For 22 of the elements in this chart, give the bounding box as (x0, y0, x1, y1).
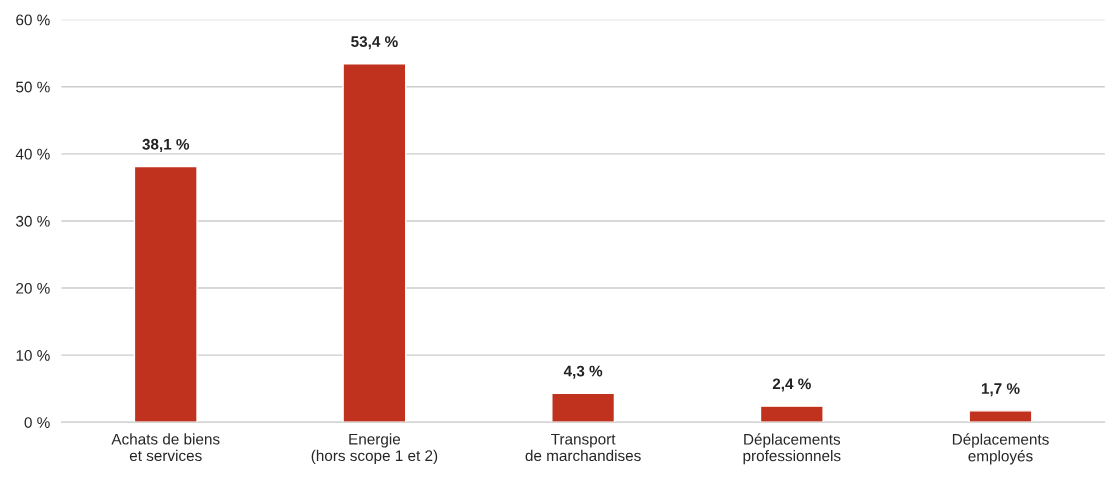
bar (759, 405, 824, 423)
bar (551, 392, 616, 423)
y-tick-label: 40 % (15, 148, 50, 160)
data-label: 53,4 % (351, 36, 398, 50)
x-tick-label: Achats de biens et services (111, 433, 220, 462)
y-tick-label: 50 % (16, 81, 50, 93)
x-tick-label: Transport de marchandises (525, 433, 641, 462)
data-label: 4,3 % (563, 365, 603, 379)
y-tick-label: 0 % (24, 417, 50, 428)
x-tick-label: Déplacements professionnels (743, 433, 841, 465)
bar (968, 410, 1033, 423)
y-tick-label: 30 % (16, 215, 50, 227)
bar (133, 165, 198, 423)
x-tick-label: Déplacements employés (952, 433, 1049, 465)
y-tick-label: 20 % (16, 282, 50, 294)
data-label: 2,4 % (772, 378, 811, 392)
bar (342, 63, 407, 423)
y-tick-label: 60 % (16, 14, 50, 26)
y-tick-label: 10 % (16, 350, 50, 361)
x-tick-label: Energie (hors scope 1 et 2) (311, 433, 438, 465)
data-label: 1,7 % (981, 383, 1020, 397)
data-label: 38,1 % (142, 138, 190, 152)
